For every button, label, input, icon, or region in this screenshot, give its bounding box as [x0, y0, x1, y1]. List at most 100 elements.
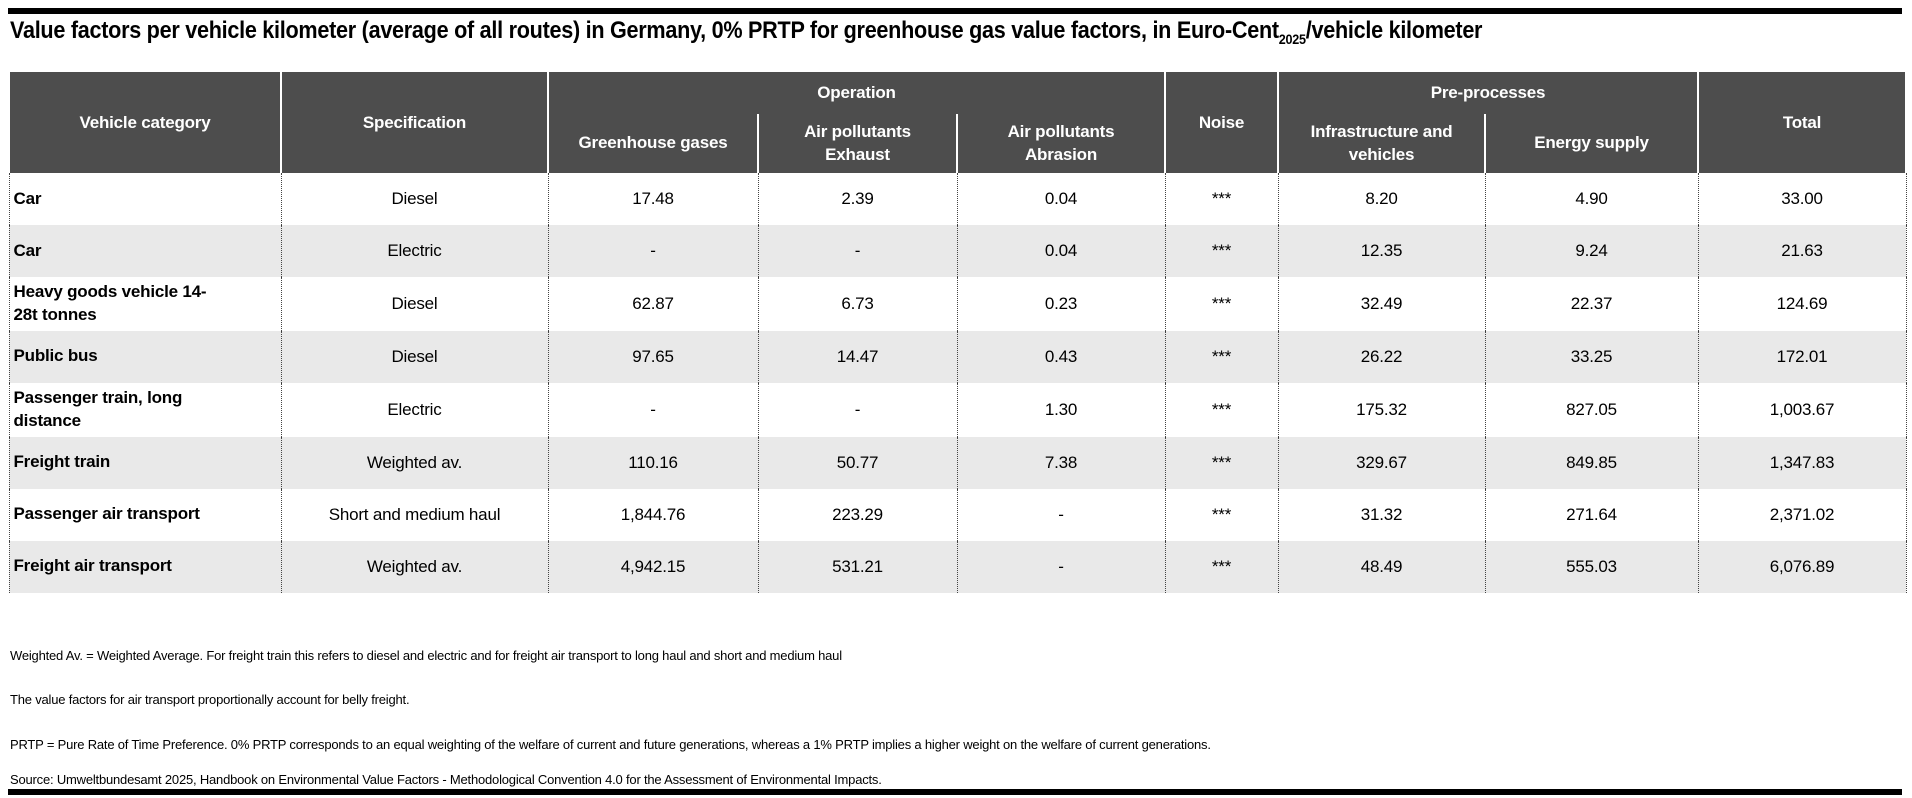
col-header-greenhouse-gases: Greenhouse gases — [547, 114, 759, 173]
noise-cell: *** — [1164, 436, 1279, 489]
noise-cell: *** — [1164, 488, 1279, 541]
value-cell: 329.67 — [1277, 436, 1486, 489]
value-cell: 849.85 — [1484, 436, 1699, 489]
value-cell: 531.21 — [757, 540, 958, 593]
col-header-specification: Specification — [280, 72, 549, 173]
figure-title: Value factors per vehicle kilometer (ave… — [10, 17, 1482, 47]
header-label: Infrastructure and — [1310, 121, 1453, 141]
value-cell: 32.49 — [1277, 277, 1486, 331]
value-cell: - — [757, 382, 958, 437]
vehicle-category-cell: Public bus — [8, 330, 282, 383]
noise-cell: *** — [1164, 382, 1279, 437]
table-row: Passenger air transport Short and medium … — [8, 488, 1907, 541]
noise-cell: *** — [1164, 277, 1279, 331]
header-label: Air pollutants — [1007, 121, 1115, 141]
header-label: vehicles — [1348, 144, 1415, 164]
specification-cell: Weighted av. — [280, 436, 549, 489]
value-cell: - — [547, 382, 759, 437]
bottom-rule — [8, 789, 1902, 795]
value-cell: 33.00 — [1697, 173, 1907, 225]
value-cell: 97.65 — [547, 330, 759, 383]
vehicle-category-cell: Freight air transport — [8, 540, 282, 593]
noise-cell: *** — [1164, 225, 1279, 277]
specification-cell: Diesel — [280, 277, 549, 331]
vehicle-category-cell: Heavy goods vehicle 14-28t tonnes — [8, 277, 282, 331]
value-cell: 1,347.83 — [1697, 436, 1907, 489]
value-cell: 26.22 — [1277, 330, 1486, 383]
value-cell: 110.16 — [547, 436, 759, 489]
specification-cell: Weighted av. — [280, 540, 549, 593]
value-cell: 22.37 — [1484, 277, 1699, 331]
header-label: Energy supply — [1534, 133, 1649, 153]
specification-cell: Diesel — [280, 173, 549, 225]
title-text: Value factors per vehicle kilometer (ave… — [10, 17, 1279, 44]
footnote-belly-freight: The value factors for air transport prop… — [10, 692, 410, 707]
table-row: Freight air transport Weighted av. 4,942.1… — [8, 540, 1907, 593]
col-header-air-pollutants-exhaust: Air pollutants Exhaust — [757, 114, 958, 173]
header-label: Greenhouse gases — [578, 133, 728, 153]
value-cell: 7.38 — [956, 436, 1166, 489]
value-cell: 1.30 — [956, 382, 1166, 437]
value-cell: 2.39 — [757, 173, 958, 225]
footnote-weighted-average: Weighted Av. = Weighted Average. For fre… — [10, 648, 842, 663]
specification-cell: Electric — [280, 382, 549, 437]
value-cell: 555.03 — [1484, 540, 1699, 593]
title-subscript: 2025 — [1278, 30, 1306, 47]
value-cell: 6,076.89 — [1697, 540, 1907, 593]
value-cell: 223.29 — [757, 488, 958, 541]
footnote-source: Source: Umweltbundesamt 2025, Handbook o… — [10, 772, 882, 787]
value-cell: 2,371.02 — [1697, 488, 1907, 541]
noise-cell: *** — [1164, 330, 1279, 383]
col-header-energy-supply: Energy supply — [1484, 114, 1699, 173]
value-cell: 827.05 — [1484, 382, 1699, 437]
specification-cell: Short and medium haul — [280, 488, 549, 541]
value-cell: 50.77 — [757, 436, 958, 489]
vehicle-category-cell: Car — [8, 225, 282, 277]
table-row: Freight train Weighted av. 110.16 50.77 7.38… — [8, 436, 1907, 489]
table-header: Vehicle category Specification Operation… — [8, 72, 1907, 173]
table-row: Passenger train, long distance Electric - -… — [8, 382, 1907, 437]
header-label: Abrasion — [1024, 144, 1098, 164]
value-cell: 271.64 — [1484, 488, 1699, 541]
vehicle-category-cell: Passenger air transport — [8, 488, 282, 541]
header-label: Air pollutants — [804, 121, 911, 141]
value-cell: 12.35 — [1277, 225, 1486, 277]
value-cell: 0.04 — [956, 225, 1166, 277]
col-header-noise: Noise — [1164, 72, 1279, 173]
footnote-prtp: PRTP = Pure Rate of Time Preference. 0% … — [10, 737, 1211, 752]
value-cell: 4,942.15 — [547, 540, 759, 593]
vehicle-category-cell: Passenger train, long distance — [8, 382, 282, 437]
value-cell: - — [547, 225, 759, 277]
value-cell: 0.43 — [956, 330, 1166, 383]
value-cell: 8.20 — [1277, 173, 1486, 225]
value-cell: - — [757, 225, 958, 277]
value-cell: 33.25 — [1484, 330, 1699, 383]
noise-cell: *** — [1164, 173, 1279, 225]
value-cell: 172.01 — [1697, 330, 1907, 383]
value-factors-table: Vehicle category Specification Operation… — [8, 72, 1907, 593]
vehicle-category-cell: Car — [8, 173, 282, 225]
header-group-row: Vehicle category Specification Operation… — [8, 72, 1907, 173]
table-row: Car Electric - -0.04 *** 12.35 9.24 21.63 — [8, 225, 1907, 277]
value-cell: 0.04 — [956, 173, 1166, 225]
specification-cell: Electric — [280, 225, 549, 277]
header-label: Exhaust — [825, 144, 890, 164]
value-cell: - — [956, 488, 1166, 541]
table-row: Heavy goods vehicle 14-28t tonnes Diesel 6… — [8, 277, 1907, 331]
value-cell: 14.47 — [757, 330, 958, 383]
value-cell: 6.73 — [757, 277, 958, 331]
header-sub-row: Greenhouse gases Air pollutants Exhaust A… — [9, 114, 1906, 173]
col-header-vehicle-category: Vehicle category — [8, 72, 282, 173]
value-cell: - — [956, 540, 1166, 593]
value-cell: 124.69 — [1697, 277, 1907, 331]
col-header-air-pollutants-abrasion: Air pollutants Abrasion — [956, 114, 1166, 173]
vehicle-category-cell: Freight train — [8, 436, 282, 489]
table-body: Car Diesel 17.48 2.39 0.04 *** 8.20 4.90 33.00 Ca… — [8, 173, 1907, 593]
value-cell: 21.63 — [1697, 225, 1907, 277]
value-cell: 9.24 — [1484, 225, 1699, 277]
title-suffix: /vehicle kilometer — [1305, 17, 1483, 44]
value-cell: 17.48 — [547, 173, 759, 225]
noise-cell: *** — [1164, 540, 1279, 593]
value-cell: 0.23 — [956, 277, 1166, 331]
value-cell: 62.87 — [547, 277, 759, 331]
